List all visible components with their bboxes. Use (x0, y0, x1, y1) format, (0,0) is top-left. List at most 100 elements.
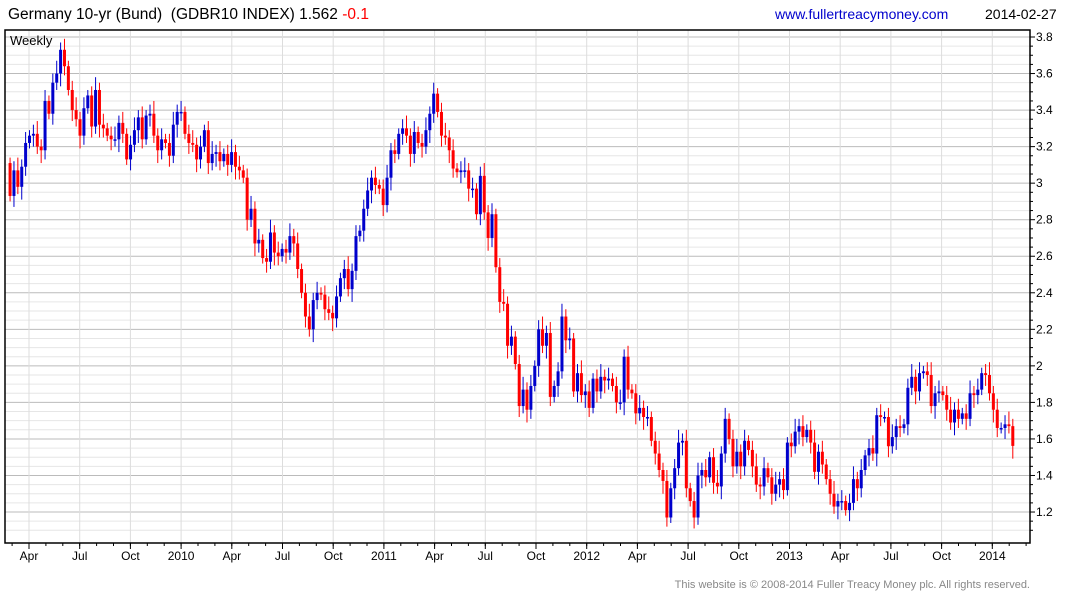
candle-body (467, 170, 471, 189)
x-tick-label: Oct (932, 549, 951, 563)
candle-body (618, 402, 622, 404)
candle-body (673, 468, 677, 489)
candle-down (844, 495, 848, 516)
candle-body (638, 407, 642, 414)
candle-down (991, 385, 995, 423)
candle-down (513, 331, 517, 370)
candle-body (945, 395, 949, 410)
candle-body (579, 373, 583, 396)
candle-down (587, 380, 591, 418)
candle-body (144, 115, 148, 140)
candle-body (883, 417, 887, 419)
candle-up (350, 263, 354, 302)
candle-body (661, 469, 665, 481)
candle-down (964, 404, 968, 430)
candle-body (420, 142, 424, 147)
candle-up (268, 219, 272, 270)
candle-body (723, 418, 727, 454)
candle-down (898, 415, 902, 438)
candle-down (603, 369, 607, 394)
candle-up (696, 462, 700, 525)
candle-body (1007, 424, 1011, 427)
candle-up (848, 493, 852, 522)
candle-body (265, 258, 269, 262)
candle-body (175, 111, 179, 125)
candle-body (649, 417, 653, 441)
candle-body (607, 378, 611, 381)
candle-down (824, 459, 828, 485)
candle-down (541, 316, 545, 354)
candle-up (859, 459, 863, 498)
candle-down (420, 133, 424, 158)
candle-body (735, 451, 739, 467)
candle-up (638, 395, 642, 421)
candle-body (39, 146, 43, 151)
candle-body (455, 168, 459, 173)
candle-body (31, 133, 35, 136)
candle-up (490, 203, 494, 248)
candle-up (980, 367, 984, 396)
candle-body (424, 130, 428, 147)
candle-up (59, 42, 63, 87)
candle-up (210, 141, 214, 171)
y-tick-label: 3.6 (1036, 67, 1053, 81)
candle-body (921, 371, 925, 374)
candle-up (222, 148, 226, 167)
candle-down (704, 459, 708, 487)
candle-body (315, 292, 319, 301)
candle-down (245, 168, 249, 231)
candle-up (921, 365, 925, 379)
candle-body (70, 89, 74, 111)
candle-up (708, 451, 712, 483)
candle-up (591, 373, 595, 414)
y-tick-label: 3 (1036, 176, 1043, 190)
candle-body (824, 464, 828, 480)
candle-body (397, 133, 401, 154)
candle-body (284, 248, 288, 253)
candle-body (902, 424, 906, 428)
candle-body (463, 170, 467, 172)
candle-body (715, 482, 719, 487)
candle-body (770, 477, 774, 494)
candle-body (47, 100, 51, 114)
candle-down (455, 163, 459, 178)
candle-down (39, 139, 43, 164)
candle-body (350, 270, 354, 290)
y-tick-label: 2.2 (1036, 322, 1053, 336)
candle-down (498, 258, 502, 313)
candle-body (300, 269, 304, 293)
candle-up (136, 110, 140, 143)
candle-down (447, 130, 451, 164)
candle-up (20, 159, 24, 200)
candle-up (890, 424, 894, 454)
candle-up (622, 349, 626, 416)
candle-body (809, 429, 813, 443)
candle-up (544, 325, 548, 359)
candle-down (945, 385, 949, 421)
candle-body (774, 484, 778, 494)
candle-up (894, 418, 898, 450)
x-tick-label: Oct (527, 549, 546, 563)
candle-body (731, 438, 735, 467)
candle-down (653, 431, 657, 465)
candle-body (129, 144, 133, 160)
candle-up (910, 364, 914, 396)
candle-down (494, 208, 498, 273)
candle-body (960, 413, 964, 419)
website-link[interactable]: www.fullertreacymoney.com (775, 6, 949, 22)
candle-body (86, 95, 90, 109)
candle-body (991, 393, 995, 410)
candle-body (816, 451, 820, 472)
candle-down (754, 453, 758, 492)
candle-body (754, 466, 758, 485)
candle-body (59, 49, 63, 74)
candle-body (750, 449, 754, 467)
candle-up (354, 225, 358, 280)
y-tick-label: 3.4 (1036, 103, 1053, 117)
candle-up (851, 466, 855, 511)
candle-down (393, 139, 397, 164)
candle-down (416, 126, 420, 149)
candle-body (94, 89, 98, 127)
candle-body (502, 301, 506, 304)
candle-down (731, 429, 735, 478)
